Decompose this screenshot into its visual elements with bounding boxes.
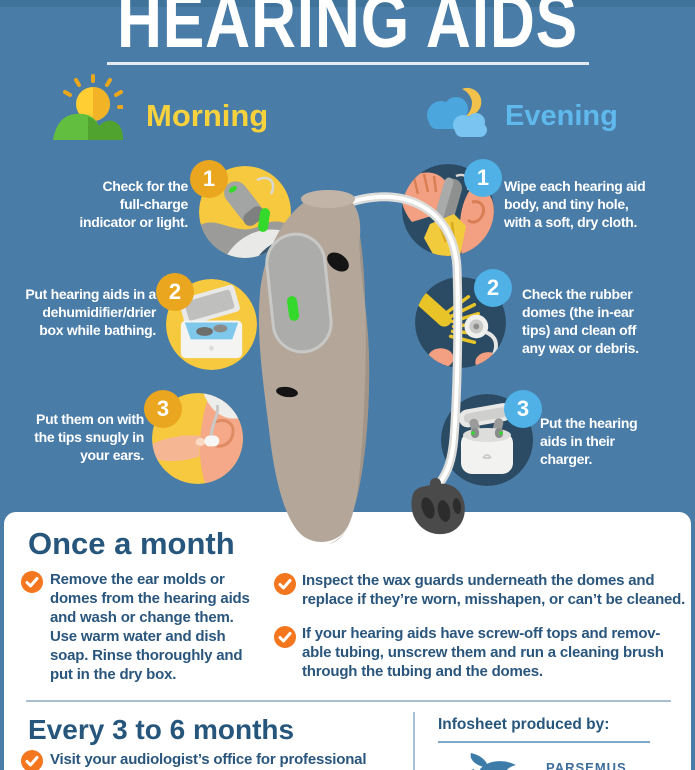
monthly-heading: Once a month [28,526,235,561]
page-title: HEARING AIDS [116,0,579,64]
morning-step-2-text: Put hearing aids in a dehumidifier/drier… [25,286,156,338]
morning-step-1-badge: 1 [190,160,228,198]
evening-label: Evening [505,100,618,132]
credit-label: Infosheet produced by: [438,716,610,733]
morning-step-3-text: Put them on with the tips snugly in your… [34,411,144,463]
hearing-aid-illustration [258,190,465,544]
morning-label: Morning [146,98,269,133]
credit-org-name: PARSEMUS [546,760,627,770]
parsemus-bird-logo [470,753,516,770]
credit-divider [413,712,415,770]
evening-step-2-badge: 2 [474,269,512,307]
monthly-item-3: If your hearing aids have screw-off tops… [302,625,664,681]
charger-illustration [441,394,533,486]
quarterly-item-1: Visit your audiologist’s office for prof… [50,751,367,768]
check-icon [21,571,43,593]
care-schedule-card: Once a month Remove the ear molds or dom… [4,512,691,770]
section-divider [26,700,671,702]
evening-step-3-badge: 3 [504,390,542,428]
monthly-item-2: Inspect the wax guards underneath the do… [302,572,686,609]
evening-step-1-text: Wipe each hearing aid body, and tiny hol… [504,178,646,230]
evening-step-1-badge: 1 [464,159,502,197]
quarterly-heading: Every 3 to 6 months [28,714,295,745]
monthly-item-1: Remove the ear molds or domes from the h… [50,571,250,684]
morning-step-2-badge: 2 [156,273,194,311]
morning-step-3-badge: 3 [144,390,182,428]
ear-dome-tip [411,478,465,535]
check-icon [274,626,296,648]
title-underline [107,62,589,65]
top-strip [0,0,695,7]
sunrise-icon [53,74,123,140]
evening-step-3-text: Put the hearing aids in their charger. [540,415,638,467]
credit-underline [438,741,650,743]
morning-step-1-text: Check for the full-charge indicator or l… [79,178,188,230]
moon-clouds-icon [427,87,487,137]
evening-step-2-text: Check the rubber domes (the in-ear tips)… [522,286,639,356]
check-icon [274,573,296,595]
check-icon [21,750,43,770]
